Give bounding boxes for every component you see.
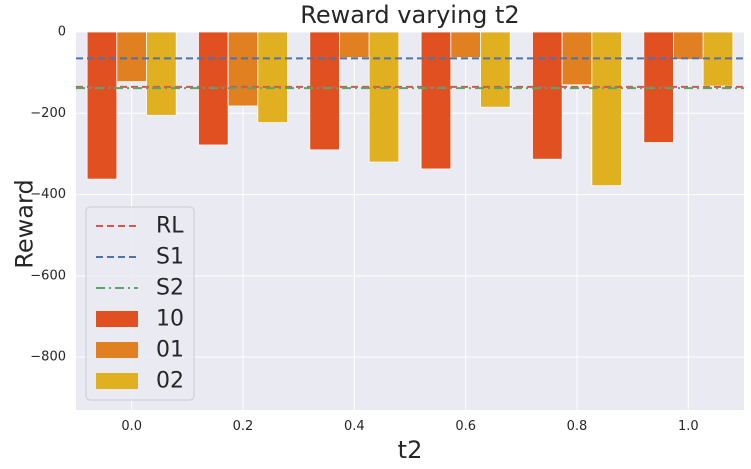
legend-label-02: 02 (156, 369, 184, 394)
y-tick-label: −200 (30, 106, 66, 121)
bar-10-0.6 (420, 31, 452, 170)
legend-label-10: 10 (156, 307, 184, 332)
legend-swatch-10 (96, 311, 138, 327)
legend-label-01: 01 (156, 338, 184, 363)
y-tick-label: 0 (58, 25, 66, 40)
x-tick-label: 1.0 (678, 419, 699, 434)
y-tick-label: −600 (30, 268, 66, 283)
bar-10-0.8 (532, 31, 563, 160)
y-axis-label: Reward (10, 179, 38, 268)
bar-01-0.4 (339, 31, 370, 59)
x-axis-label: t2 (398, 436, 423, 464)
x-tick-labels: 0.0 0.2 0.4 0.6 0.8 1.0 (121, 419, 698, 434)
legend-swatch-01 (96, 342, 138, 358)
bar-01-0.2 (227, 31, 259, 107)
legend-label-S2: S2 (156, 276, 184, 301)
chart-title: Reward varying t2 (300, 1, 519, 29)
x-tick-label: 0.6 (455, 419, 476, 434)
x-tick-label: 0.4 (344, 419, 365, 434)
legend-label-RL: RL (156, 214, 184, 239)
bar-01-0.0 (116, 31, 147, 82)
y-tick-label: −400 (30, 187, 66, 202)
bar-10-0.4 (309, 31, 340, 151)
legend-label-S1: S1 (156, 245, 184, 270)
legend: RL S1 S2 10 01 02 (85, 206, 195, 401)
reference-lines-layer (76, 57, 744, 90)
bar-02-0.8 (591, 31, 622, 187)
x-tick-label: 0.2 (233, 419, 254, 434)
x-tick-label: 0.0 (121, 419, 142, 434)
bar-02-0.2 (257, 31, 288, 124)
bar-01-1.0 (673, 31, 704, 61)
bar-10-0.0 (86, 31, 118, 180)
bar-02-0.4 (368, 31, 400, 163)
bar-02-0.0 (146, 31, 177, 116)
y-tick-labels: 0 −200 −400 −600 −800 (30, 25, 66, 365)
grid-layer (76, 31, 744, 410)
bar-02-0.6 (480, 31, 511, 108)
bar-01-0.6 (450, 31, 481, 59)
y-tick-label: −800 (30, 350, 66, 365)
legend-swatch-02 (96, 373, 138, 389)
x-tick-label: 0.8 (567, 419, 588, 434)
